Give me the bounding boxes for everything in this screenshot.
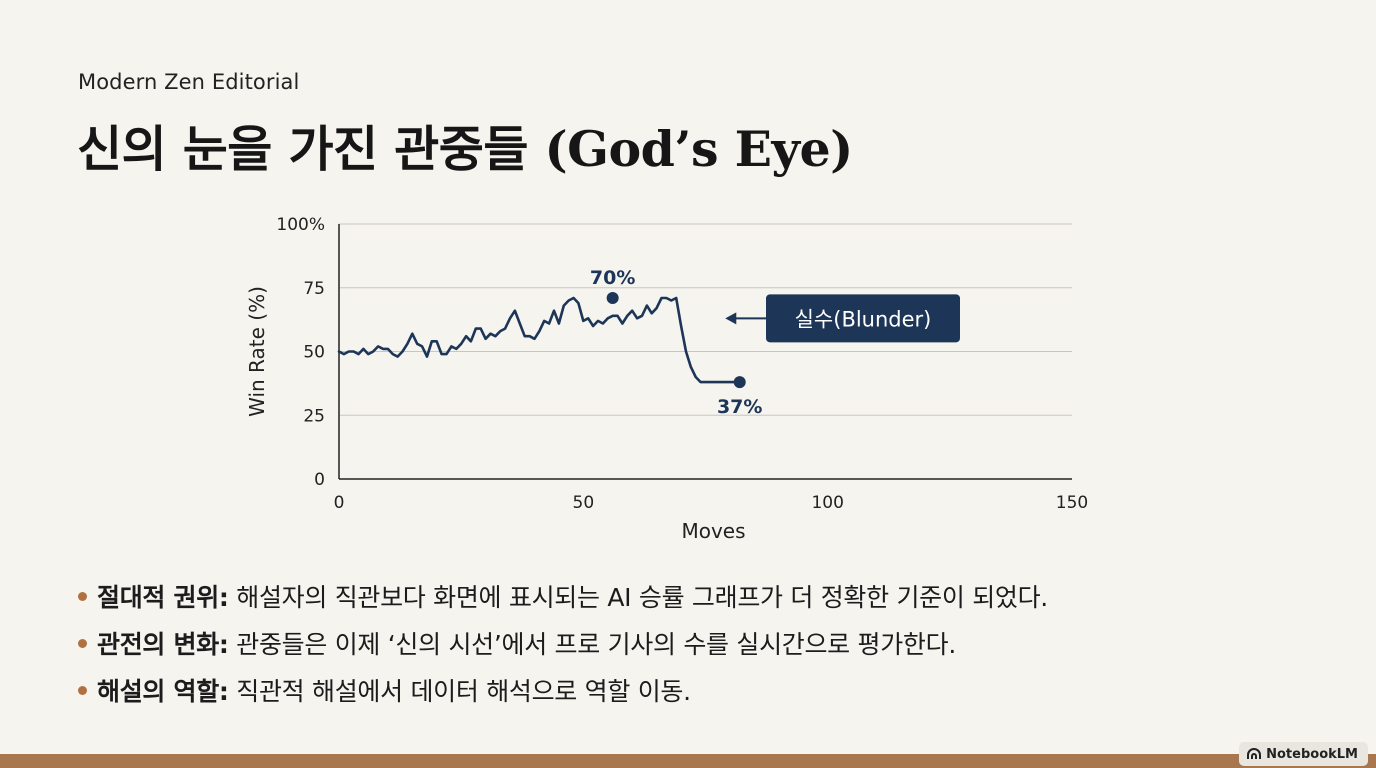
callout-label: 실수(Blunder) xyxy=(795,307,932,331)
bullet-item: 절대적 권위: 해설자의 직관보다 화면에 표시되는 AI 승률 그래프가 더 … xyxy=(78,574,1048,621)
footer-stripe xyxy=(0,754,1376,768)
bullet-item: 관전의 변화: 관중들은 이제 ‘신의 시선’에서 프로 기사의 수를 실시간으… xyxy=(78,621,1048,668)
y-tick-label: 50 xyxy=(303,343,325,363)
kicker: Modern Zen Editorial xyxy=(78,70,300,94)
chart-ticks: 0 25 50 75 100% 0 50 100 150 xyxy=(276,215,1088,513)
bullet-item: 해설의 역할: 직관적 해설에서 데이터 해석으로 역할 이동. xyxy=(78,668,1048,715)
highlight-point xyxy=(606,291,619,304)
highlight-point xyxy=(733,376,746,389)
bullet-text: 직관적 해설에서 데이터 해석으로 역할 이동. xyxy=(228,677,691,706)
notebooklm-logo-icon xyxy=(1247,748,1262,759)
bullet-label: 관전의 변화: xyxy=(97,630,229,659)
bullet-dot xyxy=(78,638,87,648)
callout-box xyxy=(766,294,960,343)
chart-highlights: 70% 37% xyxy=(590,267,763,418)
y-axis-title: Win Rate (%) xyxy=(245,286,269,417)
bullet-list: 절대적 권위: 해설자의 직관보다 화면에 표시되는 AI 승률 그래프가 더 … xyxy=(78,574,1048,715)
blunder-callout: 실수(Blunder) xyxy=(725,294,960,343)
bullet-dot xyxy=(78,591,87,601)
series-line xyxy=(337,296,741,384)
y-tick-label: 100% xyxy=(276,215,325,235)
x-tick-label: 150 xyxy=(1056,493,1088,513)
x-tick-label: 50 xyxy=(573,493,595,513)
win-rate-chart: 0 25 50 75 100% 0 50 100 150 Moves Win Rate (%) 7… xyxy=(245,215,1088,543)
x-axis-title: Moves xyxy=(681,519,745,543)
highlight-label: 37% xyxy=(717,396,762,418)
notebooklm-badge[interactable]: NotebookLM xyxy=(1239,742,1368,766)
axis-titles: Moves Win Rate (%) xyxy=(245,286,746,543)
chart-grid xyxy=(339,223,1072,416)
callout-arrowhead xyxy=(725,312,737,325)
bullet-label: 절대적 권위: xyxy=(97,583,229,612)
badge-label: NotebookLM xyxy=(1266,746,1358,762)
x-tick-label: 100 xyxy=(811,493,843,513)
bullet-text: 해설자의 직관보다 화면에 표시되는 AI 승률 그래프가 더 정확한 기준이 … xyxy=(228,583,1048,612)
y-tick-label: 0 xyxy=(314,470,325,490)
bullet-label: 해설의 역할: xyxy=(97,677,229,706)
highlight-label: 70% xyxy=(590,267,635,289)
bullet-dot xyxy=(78,685,87,695)
y-tick-label: 75 xyxy=(303,279,325,299)
page-title: 신의 눈을 가진 관중들 (God’s Eye) xyxy=(77,120,853,178)
chart-series xyxy=(337,296,741,384)
y-tick-label: 25 xyxy=(303,406,325,426)
x-tick-label: 0 xyxy=(334,493,345,513)
bullet-text: 관중들은 이제 ‘신의 시선’에서 프로 기사의 수를 실시간으로 평가한다. xyxy=(228,630,956,659)
